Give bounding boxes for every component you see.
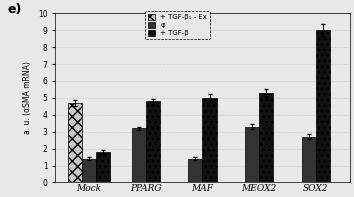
Bar: [316, 30, 330, 182]
Bar: [259, 93, 273, 182]
Bar: [302, 137, 316, 182]
Bar: [82, 159, 96, 182]
Bar: [245, 127, 259, 182]
Bar: [132, 128, 146, 182]
Bar: [202, 98, 217, 182]
Y-axis label: a. u. (αSMA mRNA): a. u. (αSMA mRNA): [23, 61, 32, 134]
Bar: [188, 159, 202, 182]
Bar: [146, 101, 160, 182]
Legend: + TGF-β₁ - Ex, φ, + TGF-β: + TGF-β₁ - Ex, φ, + TGF-β: [145, 11, 210, 39]
Text: e): e): [8, 3, 22, 16]
Bar: [68, 103, 82, 182]
Bar: [96, 152, 110, 182]
